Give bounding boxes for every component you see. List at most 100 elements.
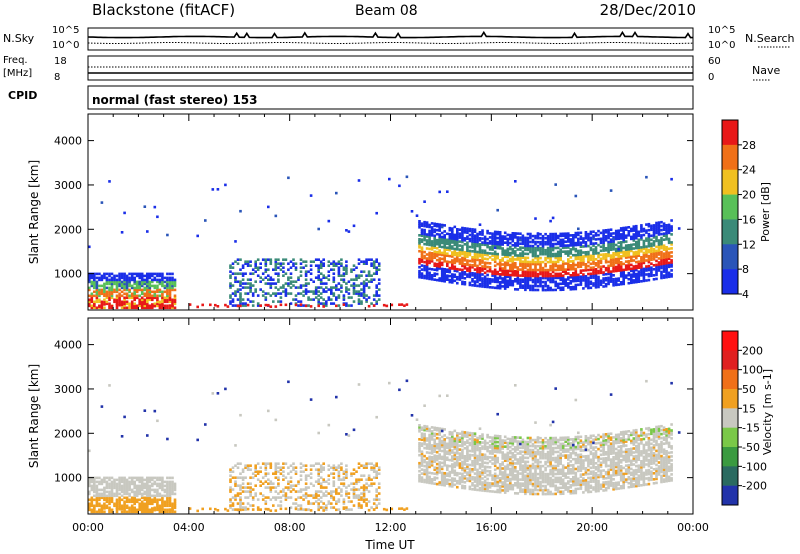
velocity-cell bbox=[135, 486, 139, 490]
velocity-cell bbox=[115, 482, 119, 486]
velocity-cell bbox=[360, 504, 363, 507]
power-cell bbox=[473, 276, 477, 279]
velocity-cell bbox=[423, 472, 426, 476]
power-cell bbox=[670, 219, 673, 222]
power-cell bbox=[163, 286, 167, 290]
power-cell bbox=[509, 283, 512, 287]
velocity-cell bbox=[259, 508, 262, 511]
velocity-cell bbox=[120, 478, 124, 482]
velocity-cell bbox=[138, 504, 141, 508]
velocity-cell bbox=[362, 492, 366, 495]
power-cell bbox=[567, 278, 570, 281]
power-cell bbox=[362, 290, 366, 293]
velocity-cell bbox=[93, 482, 96, 486]
velocity-cell bbox=[350, 474, 353, 477]
power-cell bbox=[244, 282, 247, 285]
power-cell bbox=[357, 302, 361, 305]
power-cell bbox=[660, 250, 663, 254]
power-cell bbox=[161, 294, 164, 298]
velocity-cell bbox=[148, 486, 152, 490]
power-cell bbox=[352, 268, 356, 271]
velocity-cell bbox=[110, 482, 114, 486]
velocity-cell bbox=[146, 482, 149, 486]
power-cell bbox=[645, 175, 648, 179]
power-cell bbox=[277, 266, 280, 269]
power-cell bbox=[239, 268, 242, 271]
power-cell bbox=[272, 278, 275, 281]
velocity-cell bbox=[428, 445, 431, 449]
velocity-cell bbox=[418, 469, 421, 473]
power-cell bbox=[251, 304, 255, 307]
power-cell bbox=[133, 292, 136, 296]
power-cell bbox=[448, 278, 452, 282]
power-cell bbox=[614, 265, 618, 269]
velocity-cell bbox=[256, 498, 260, 501]
velocity-cell bbox=[435, 432, 439, 436]
power-cell bbox=[327, 298, 331, 301]
power-cell bbox=[304, 260, 308, 263]
velocity-cell bbox=[327, 500, 331, 503]
velocity-cell bbox=[420, 452, 424, 455]
velocity-cell bbox=[309, 468, 313, 471]
power-cell bbox=[526, 236, 530, 240]
power-cell bbox=[498, 235, 502, 238]
power-cell bbox=[592, 282, 595, 285]
power-cell bbox=[483, 249, 487, 253]
power-cell bbox=[367, 258, 371, 261]
velocity-cell bbox=[428, 439, 431, 443]
power-cell bbox=[498, 267, 502, 270]
velocity-cell bbox=[438, 433, 441, 436]
power-cell bbox=[138, 282, 141, 286]
power-cell bbox=[531, 248, 535, 252]
velocity-cell bbox=[433, 440, 436, 444]
power-cell bbox=[652, 228, 656, 231]
power-cell bbox=[267, 282, 270, 285]
power-cell bbox=[473, 242, 477, 245]
velocity-cell bbox=[317, 468, 320, 471]
power-cell bbox=[519, 258, 522, 261]
power-cell bbox=[88, 298, 91, 302]
velocity-cell bbox=[428, 433, 431, 437]
power-cell bbox=[670, 233, 673, 236]
velocity-cell bbox=[461, 460, 464, 464]
velocity-cell bbox=[342, 498, 346, 501]
power-cell bbox=[503, 249, 507, 252]
power-cell bbox=[463, 253, 467, 256]
velocity-cell bbox=[365, 486, 368, 489]
power-cell bbox=[486, 265, 489, 269]
velocity-cell bbox=[456, 485, 459, 489]
velocity-cell bbox=[259, 492, 262, 495]
power-cell bbox=[438, 225, 441, 228]
power-cell bbox=[509, 237, 512, 241]
power-cell bbox=[652, 234, 656, 237]
power-cell bbox=[420, 228, 424, 231]
power-cell bbox=[493, 286, 497, 290]
velocity-cell bbox=[372, 508, 376, 511]
power-cell bbox=[332, 272, 336, 275]
velocity-cell bbox=[365, 502, 368, 505]
power-cell bbox=[433, 262, 436, 265]
velocity-cell bbox=[357, 480, 361, 483]
power-cell bbox=[428, 255, 431, 259]
power-cell bbox=[640, 266, 643, 269]
power-cell bbox=[322, 298, 325, 301]
velocity-cell bbox=[463, 459, 467, 462]
power-cell bbox=[519, 280, 522, 283]
velocity-cell bbox=[88, 502, 91, 506]
velocity-cell bbox=[443, 448, 446, 451]
power-cell bbox=[564, 240, 567, 243]
power-cell bbox=[451, 233, 454, 236]
power-cell bbox=[128, 296, 131, 300]
power-cell bbox=[466, 235, 469, 238]
power-cell bbox=[539, 270, 542, 274]
power-cell bbox=[468, 259, 472, 263]
power-cell bbox=[655, 237, 658, 241]
velocity-cell bbox=[481, 487, 484, 490]
velocity-cell bbox=[269, 462, 273, 465]
velocity-cell bbox=[103, 502, 106, 506]
power-cell bbox=[531, 240, 535, 244]
velocity-cell bbox=[425, 465, 429, 468]
velocity-cell bbox=[307, 474, 310, 477]
power-cell bbox=[567, 264, 570, 267]
power-cell bbox=[650, 252, 653, 255]
